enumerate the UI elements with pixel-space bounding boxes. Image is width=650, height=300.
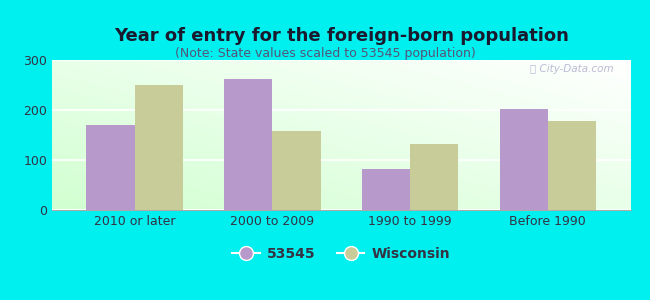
Text: (Note: State values scaled to 53545 population): (Note: State values scaled to 53545 popu… [175,46,475,59]
Bar [410,144,458,210]
Bar [500,109,548,210]
Bar [362,169,410,210]
Bar [224,79,272,210]
Bar [135,85,183,210]
Bar [548,121,596,210]
Bar [86,125,135,210]
Legend: 53545, Wisconsin: 53545, Wisconsin [227,241,456,266]
Title: Year of entry for the foreign-born population: Year of entry for the foreign-born popul… [114,27,569,45]
Text: ⓘ City-Data.com: ⓘ City-Data.com [530,64,613,74]
Bar [272,131,320,210]
